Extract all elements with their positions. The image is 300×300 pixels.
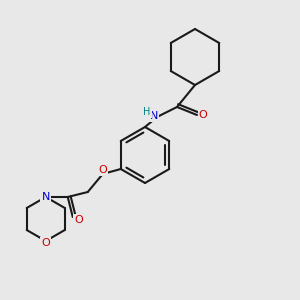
Text: O: O [74, 215, 83, 225]
Text: O: O [98, 165, 107, 175]
Text: N: N [150, 111, 158, 121]
Text: O: O [199, 110, 207, 120]
Text: O: O [41, 238, 50, 248]
Text: H: H [143, 107, 151, 117]
Text: N: N [42, 192, 50, 202]
